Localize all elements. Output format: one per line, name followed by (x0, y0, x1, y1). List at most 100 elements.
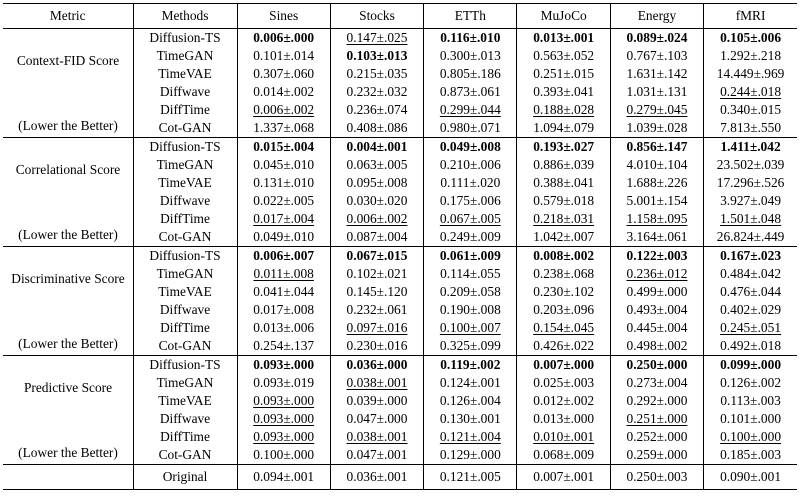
cell-value: 0.292±.000 (626, 393, 688, 408)
cell-value: 0.445±.004 (626, 320, 688, 335)
cell-value: 23.502±.039 (716, 157, 785, 172)
cell-value: 0.015±.004 (253, 139, 315, 154)
cell-value: 0.116±.010 (440, 30, 501, 45)
cell-value: 0.093±.000 (253, 429, 315, 444)
cell-etth: 0.116±.010 (423, 28, 517, 47)
cell-fmri: 1.292±.218 (703, 47, 797, 65)
results-table: Metric Methods Sines Stocks ETTh MuJoCo … (3, 3, 797, 490)
method-name: TimeVAE (132, 65, 237, 83)
cell-etth: 0.190±.008 (423, 301, 517, 319)
cell-value: 0.061±.009 (439, 248, 501, 263)
cell-value: 0.093±.000 (253, 393, 315, 408)
cell-value: 5.001±.154 (626, 193, 688, 208)
cell-value: 4.010±.104 (626, 157, 688, 172)
cell-value: 0.492±.018 (720, 338, 782, 353)
header-sines: Sines (236, 3, 331, 29)
cell-value: 0.012±.002 (533, 393, 595, 408)
cell-value: 0.388±.041 (533, 175, 595, 190)
cell-fmri: 1.501±.048 (703, 210, 797, 228)
cell-sines: 0.013±.006 (236, 319, 331, 337)
cell-energy: 3.164±.061 (609, 228, 704, 247)
cell-value: 0.097±.016 (346, 320, 408, 335)
metric-note: (Lower the Better) (18, 227, 118, 242)
cell-etth: 0.119±.002 (423, 355, 517, 374)
cell-fmri: 0.402±.029 (703, 301, 797, 319)
cell-etth: 0.067±.005 (423, 210, 517, 228)
method-name: TimeGAN (132, 156, 237, 174)
cell-etth: 0.980±.071 (423, 119, 517, 138)
cell-value: 0.238±.068 (533, 266, 595, 281)
cell-value: 0.244±.018 (720, 84, 782, 99)
cell-value: 0.493±.004 (626, 302, 688, 317)
cell-value: 0.030±.020 (346, 193, 408, 208)
table-row: TimeVAE 0.131±.010 0.095±.008 0.111±.020 0.3… (3, 174, 797, 192)
table-row: Cot-GAN 0.254±.137 0.230±.016 0.325±.099 0.4… (3, 337, 797, 356)
cell-mujoco: 0.426±.022 (516, 337, 611, 356)
cell-value: 0.232±.061 (346, 302, 408, 317)
method-name: Diffwave (132, 192, 237, 210)
cell-sines: 0.006±.007 (236, 246, 331, 265)
cell-value: 17.296±.526 (716, 175, 785, 190)
cell-mujoco: 0.579±.018 (516, 192, 611, 210)
cell-value: 0.093±.000 (253, 357, 315, 372)
cell-value: 0.049±.010 (253, 229, 315, 244)
cell-energy: 0.445±.004 (609, 319, 704, 337)
cell-energy: 1.631±.142 (609, 65, 704, 83)
cell-sines: 0.006±.002 (236, 101, 331, 119)
cell-value: 0.011±.008 (253, 266, 314, 281)
cell-stocks: 0.036±.001 (329, 464, 424, 490)
method-name: DiffTime (132, 210, 237, 228)
cell-sines: 0.011±.008 (236, 265, 331, 283)
cell-mujoco: 0.007±.001 (516, 464, 611, 490)
metric-note: (Lower the Better) (18, 118, 118, 133)
cell-value: 0.067±.005 (439, 211, 501, 226)
header-stocks: Stocks (329, 3, 424, 29)
cell-energy: 0.252±.000 (609, 428, 704, 446)
cell-value: 1.031±.131 (626, 84, 688, 99)
cell-value: 0.119±.002 (440, 357, 501, 372)
cell-sines: 0.049±.010 (236, 228, 331, 247)
cell-value: 0.006±.002 (253, 102, 315, 117)
cell-value: 0.093±.019 (253, 375, 315, 390)
cell-value: 0.100±.000 (720, 429, 782, 444)
cell-mujoco: 0.218±.031 (516, 210, 611, 228)
cell-value: 0.130±.001 (439, 411, 501, 426)
table-body: Context-FID Score (Lower the Better) Diffu… (3, 28, 797, 490)
cell-value: 0.209±.058 (439, 284, 501, 299)
cell-value: 0.476±.044 (720, 284, 782, 299)
method-name: Cot-GAN (132, 119, 237, 138)
cell-value: 0.484±.042 (720, 266, 782, 281)
cell-fmri: 0.090±.001 (703, 464, 797, 490)
cell-value: 0.856±.147 (626, 139, 688, 154)
cell-mujoco: 0.230±.102 (516, 283, 611, 301)
cell-value: 0.251±.015 (533, 66, 595, 81)
method-name: Cot-GAN (132, 228, 237, 247)
cell-stocks: 0.102±.021 (329, 265, 424, 283)
cell-energy: 0.251±.000 (609, 410, 704, 428)
method-name: Diffusion-TS (132, 28, 237, 47)
metric-name: Predictive Score (23, 380, 113, 395)
cell-mujoco: 0.388±.041 (516, 174, 611, 192)
cell-value: 0.113±.003 (720, 393, 781, 408)
cell-value: 0.100±.000 (253, 447, 315, 462)
cell-value: 0.006±.002 (346, 211, 408, 226)
cell-energy: 0.493±.004 (609, 301, 704, 319)
cell-sines: 0.100±.000 (236, 446, 331, 465)
method-name: Diffusion-TS (132, 246, 237, 265)
cell-value: 0.147±.025 (346, 30, 408, 45)
table-row: Discriminative Score (Lower the Better) Di… (3, 246, 797, 356)
cell-value: 0.249±.009 (439, 229, 501, 244)
cell-mujoco: 0.238±.068 (516, 265, 611, 283)
cell-sines: 0.017±.004 (236, 210, 331, 228)
cell-fmri: 23.502±.039 (703, 156, 797, 174)
cell-fmri: 0.105±.006 (703, 28, 797, 47)
cell-stocks: 0.038±.001 (329, 428, 424, 446)
cell-fmri: 0.340±.015 (703, 101, 797, 119)
cell-fmri: 0.167±.023 (703, 246, 797, 265)
cell-energy: 1.158±.095 (609, 210, 704, 228)
cell-value: 0.259±.000 (626, 447, 688, 462)
method-name: TimeGAN (132, 47, 237, 65)
cell-value: 0.129±.000 (439, 447, 501, 462)
cell-value: 1.337±.068 (253, 120, 315, 135)
method-name: DiffTime (132, 101, 237, 119)
